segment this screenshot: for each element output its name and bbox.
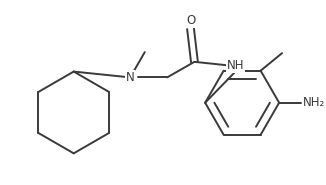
Text: N: N xyxy=(126,71,135,84)
Text: NH: NH xyxy=(227,59,244,72)
Text: NH₂: NH₂ xyxy=(303,96,325,109)
Text: O: O xyxy=(186,14,195,27)
